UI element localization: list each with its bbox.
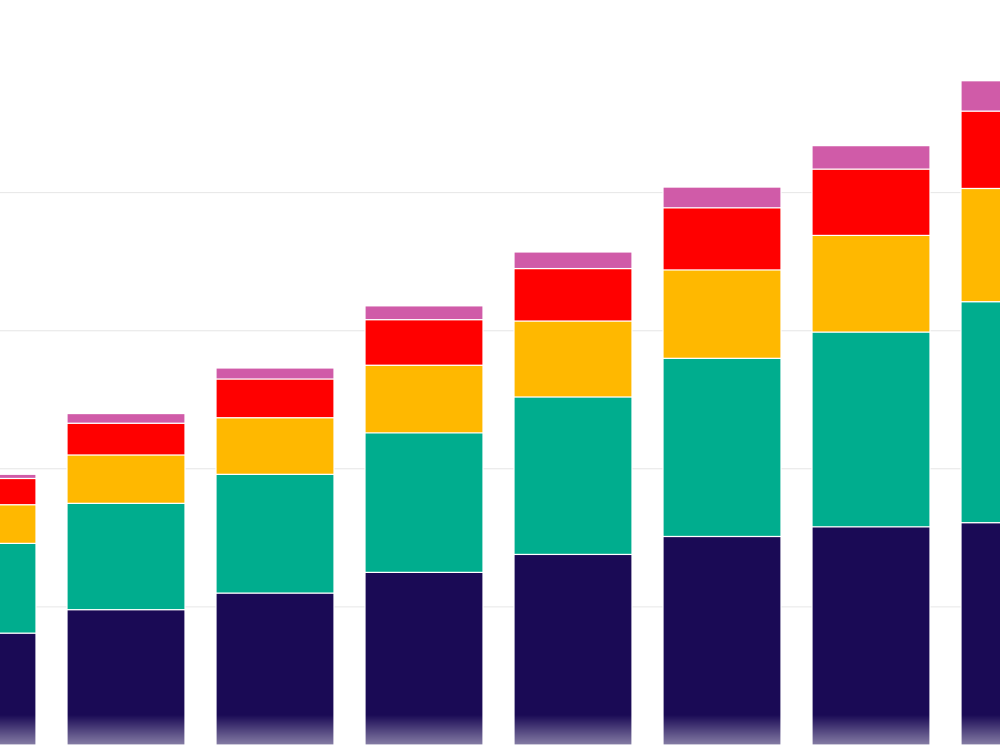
bar-segment-1-series-5: [0, 473, 37, 480]
bar-segment-4-series-4: [364, 319, 484, 366]
bar-segment-3-series-3: [215, 417, 335, 475]
bar-segment-6-series-4: [662, 207, 782, 271]
bar-stack-3: [215, 367, 335, 746]
bar-segment-7-series-1: [811, 526, 931, 746]
bar-stack-7: [811, 145, 931, 746]
bar-stack-6: [662, 186, 782, 746]
bar-segment-3-series-5: [215, 367, 335, 380]
bar-segment-3-series-1: [215, 592, 335, 746]
bar-segment-4-series-5: [364, 305, 484, 321]
bar-stack-4: [364, 305, 484, 746]
bar-segment-4-series-2: [364, 432, 484, 573]
bar-segment-8-series-5: [960, 80, 1000, 112]
bar-segment-8-series-1: [960, 522, 1000, 746]
bar-segment-6-series-1: [662, 535, 782, 746]
bar-segment-3-series-4: [215, 378, 335, 419]
bar-segment-2-series-3: [66, 454, 186, 504]
bar-segment-1-series-2: [0, 542, 37, 634]
bar-segment-1-series-4: [0, 477, 37, 506]
bar-segment-8-series-4: [960, 110, 1000, 190]
bar-segment-5-series-5: [513, 251, 633, 270]
bar-segment-7-series-5: [811, 145, 931, 170]
bar-segment-3-series-2: [215, 473, 335, 594]
bar-segment-5-series-4: [513, 267, 633, 322]
bar-segment-6-series-5: [662, 186, 782, 209]
bar-segment-2-series-4: [66, 422, 186, 456]
bar-segment-6-series-2: [662, 357, 782, 538]
bar-segment-7-series-4: [811, 168, 931, 237]
bar-segment-6-series-3: [662, 269, 782, 359]
bars-layer: [0, 80, 1000, 746]
bar-segment-2-series-1: [66, 609, 186, 746]
bar-stack-5: [513, 251, 633, 746]
bar-segment-8-series-2: [960, 301, 1000, 524]
bar-segment-7-series-2: [811, 331, 931, 528]
bar-segment-4-series-1: [364, 571, 484, 746]
bar-segment-5-series-3: [513, 320, 633, 398]
bar-segment-2-series-5: [66, 412, 186, 424]
bar-stack-1: [0, 473, 37, 746]
bar-segment-5-series-2: [513, 396, 633, 556]
bar-segment-1-series-3: [0, 504, 37, 544]
bar-segment-5-series-1: [513, 553, 633, 746]
bar-segment-8-series-3: [960, 187, 1000, 303]
bar-stack-8: [960, 80, 1000, 746]
bar-segment-7-series-3: [811, 234, 931, 333]
bar-segment-4-series-3: [364, 364, 484, 434]
bar-stack-2: [66, 412, 186, 746]
bar-segment-1-series-1: [0, 632, 37, 746]
bar-segment-2-series-2: [66, 502, 186, 611]
